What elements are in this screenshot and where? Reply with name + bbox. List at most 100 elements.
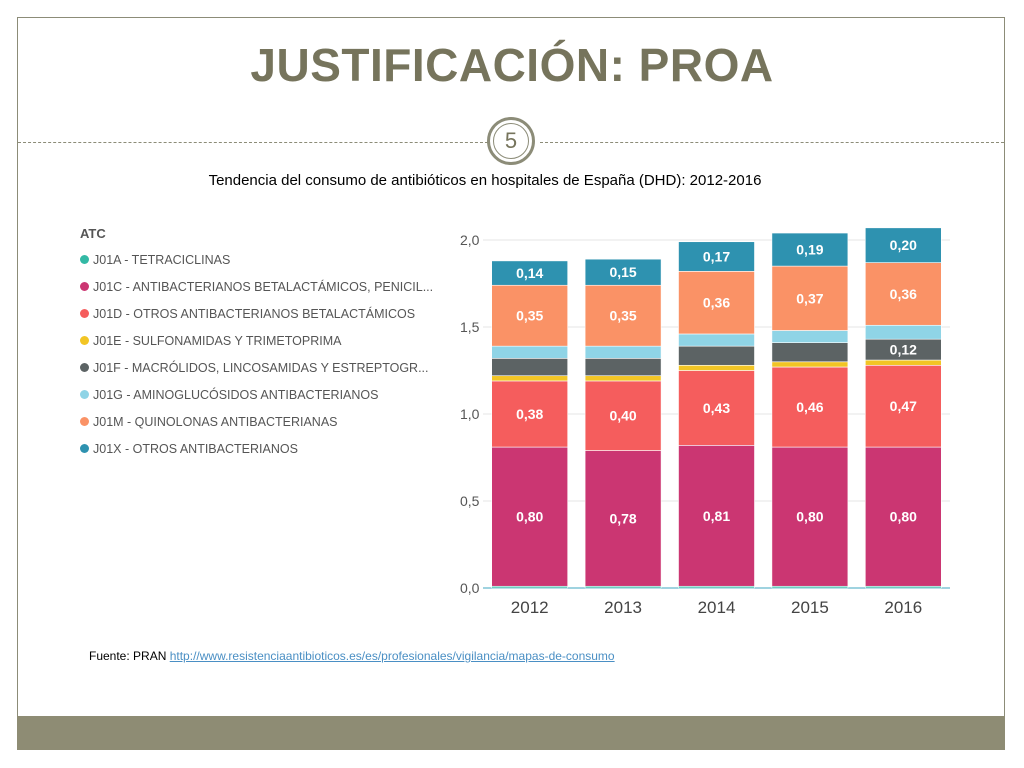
bar-segment xyxy=(678,345,755,366)
legend-item: J01M - QUINOLONAS ANTIBACTERIANAS xyxy=(80,408,440,435)
bar-segment xyxy=(864,359,942,366)
legend-label: J01X - OTROS ANTIBACTERIANOS xyxy=(93,441,298,456)
page-number-badge: 5 xyxy=(487,117,535,165)
slide-title: JUSTIFICACIÓN: PROA xyxy=(250,39,774,91)
data-label: 0,81 xyxy=(703,508,730,524)
x-tick-label: 2012 xyxy=(511,598,549,617)
bar-segment xyxy=(678,271,755,335)
data-label: 0,14 xyxy=(516,265,543,281)
legend-item: J01G - AMINOGLUCÓSIDOS ANTIBACTERIANOS xyxy=(80,381,440,408)
bar-segment xyxy=(584,375,662,382)
source-prefix: Fuente: PRAN xyxy=(89,649,167,663)
bar-segment xyxy=(864,446,942,587)
data-label: 0,78 xyxy=(609,510,636,526)
bar-segment xyxy=(678,445,755,587)
bar-segment xyxy=(584,284,662,347)
bar-segment xyxy=(771,446,849,587)
legend-swatch xyxy=(80,444,89,453)
bar-segment xyxy=(771,330,849,343)
legend-swatch xyxy=(80,336,89,345)
data-label: 0,80 xyxy=(516,509,543,525)
bar-segment xyxy=(771,232,849,267)
data-label: 0,35 xyxy=(609,308,636,324)
y-tick-label: 0,5 xyxy=(460,493,480,509)
data-label: 0,35 xyxy=(516,308,543,324)
data-label: 0,36 xyxy=(890,286,917,302)
bar-segment xyxy=(584,258,662,286)
bar-segment xyxy=(771,366,849,448)
x-tick-label: 2016 xyxy=(884,598,922,617)
data-label: 0,80 xyxy=(796,509,823,525)
y-tick-label: 0,0 xyxy=(460,580,480,596)
chart-title: Tendencia del consumo de antibióticos en… xyxy=(208,172,762,189)
bar-segment xyxy=(491,446,569,587)
bar-segment xyxy=(584,380,662,451)
legend-swatch xyxy=(80,417,89,426)
y-tick-label: 1,0 xyxy=(460,406,480,422)
legend-label: J01G - AMINOGLUCÓSIDOS ANTIBACTERIANOS xyxy=(93,387,379,402)
legend-item: J01C - ANTIBACTERIANOS BETALACTÁMICOS, P… xyxy=(80,273,440,300)
y-tick-label: 1,5 xyxy=(460,319,480,335)
bar-segment xyxy=(678,370,755,446)
data-label: 0,17 xyxy=(703,249,730,265)
data-label: 0,19 xyxy=(796,242,823,258)
legend-label: J01A - TETRACICLINAS xyxy=(93,252,231,267)
bar-segment xyxy=(491,380,569,448)
legend-label: J01C - ANTIBACTERIANOS BETALACTÁMICOS, P… xyxy=(93,279,434,294)
page-number: 5 xyxy=(493,123,529,159)
bar-segment xyxy=(864,364,942,448)
bar-segment xyxy=(678,364,755,371)
data-label: 0,80 xyxy=(890,509,917,525)
legend-label: J01D - OTROS ANTIBACTERIANOS BETALACTÁMI… xyxy=(93,306,416,321)
legend-swatch xyxy=(80,282,89,291)
bar-segment xyxy=(491,375,569,382)
stacked-bar-chart: 0,0 0,5 1,0 1,5 2,0 0,80 0,38 0,35 0,14 2012 0,78 0… xyxy=(460,227,950,617)
legend-swatch xyxy=(80,309,89,318)
legend-title: ATC xyxy=(80,226,106,241)
legend-swatch xyxy=(80,255,89,264)
data-label: 0,46 xyxy=(796,399,823,415)
bar-segment xyxy=(678,241,755,272)
bar-segment xyxy=(491,284,569,347)
legend-label: J01E - SULFONAMIDAS Y TRIMETOPRIMA xyxy=(93,333,342,348)
bar-segment xyxy=(771,361,849,368)
bar-segment xyxy=(584,345,662,359)
bar-segment xyxy=(864,262,942,326)
bar-segment xyxy=(584,450,662,587)
legend-item: J01F - MACRÓLIDOS, LINCOSAMIDAS Y ESTREP… xyxy=(80,354,440,381)
x-tick-label: 2014 xyxy=(698,598,736,617)
bar-segment xyxy=(678,333,755,347)
data-label: 0,20 xyxy=(890,237,917,253)
data-label: 0,38 xyxy=(516,406,543,422)
divider-left xyxy=(18,142,488,143)
data-label: 0,15 xyxy=(609,264,636,280)
bottom-band xyxy=(17,716,1005,750)
y-tick-label: 2,0 xyxy=(460,232,480,248)
legend-item: J01E - SULFONAMIDAS Y TRIMETOPRIMA xyxy=(80,327,440,354)
legend-items: J01A - TETRACICLINAS J01C - ANTIBACTERIAN… xyxy=(80,246,440,462)
bar-segment xyxy=(864,227,942,263)
bar-segment xyxy=(491,358,569,377)
bar-segment xyxy=(491,345,569,359)
legend-label: J01F - MACRÓLIDOS, LINCOSAMIDAS Y ESTREP… xyxy=(93,360,429,375)
x-tick-label: 2015 xyxy=(791,598,829,617)
legend-label: J01M - QUINOLONAS ANTIBACTERIANAS xyxy=(93,414,338,429)
divider-right xyxy=(540,142,1004,143)
chart-legend: ATC J01A - TETRACICLINAS J01C - ANTIBACTE… xyxy=(80,226,440,462)
bar-segment xyxy=(771,342,849,363)
data-label: 0,40 xyxy=(609,408,636,424)
legend-swatch xyxy=(80,390,89,399)
source-note: Fuente: PRAN http://www.resistenciaantib… xyxy=(89,649,615,663)
bar-segment xyxy=(584,358,662,377)
data-label: 0,37 xyxy=(796,290,823,306)
legend-swatch xyxy=(80,363,89,372)
data-label: 0,12 xyxy=(890,342,917,358)
legend-item: J01D - OTROS ANTIBACTERIANOS BETALACTÁMI… xyxy=(80,300,440,327)
bar-segment xyxy=(771,265,849,331)
source-link[interactable]: http://www.resistenciaantibioticos.es/es… xyxy=(169,649,615,663)
legend-item: J01X - OTROS ANTIBACTERIANOS xyxy=(80,435,440,462)
data-label: 0,36 xyxy=(703,295,730,311)
bar-segment xyxy=(491,260,569,286)
data-label: 0,47 xyxy=(890,398,917,414)
x-tick-label: 2013 xyxy=(604,598,642,617)
